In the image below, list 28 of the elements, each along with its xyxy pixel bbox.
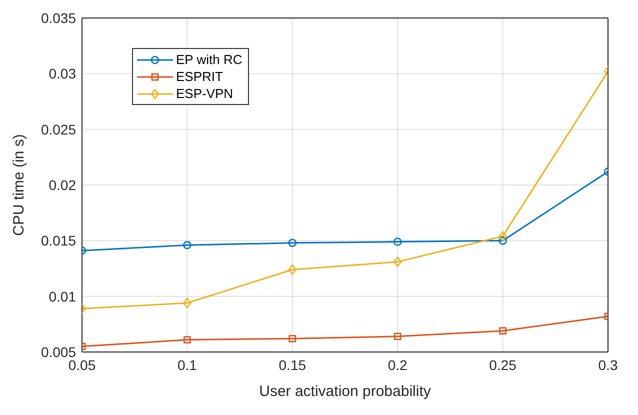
y-tick-label: 0.025 xyxy=(40,121,76,138)
point xyxy=(184,336,191,344)
y-tick-label: 0.03 xyxy=(48,66,76,82)
point xyxy=(288,264,297,275)
x-tick-label: 0.2 xyxy=(388,356,408,373)
point xyxy=(394,332,402,340)
x-axis-title: User activation probability xyxy=(259,383,432,400)
point xyxy=(393,238,402,246)
x-tick-label: 0.3 xyxy=(598,356,618,373)
legend-label: ESPRIT xyxy=(176,69,223,84)
x-tick-label: 0.1 xyxy=(177,356,198,373)
point xyxy=(183,240,192,250)
y-tick-label: 0.01 xyxy=(48,288,76,304)
point xyxy=(288,238,297,248)
point xyxy=(498,236,507,245)
point xyxy=(288,334,296,342)
legend-label: EP with RC xyxy=(176,52,242,67)
point xyxy=(499,327,506,334)
x-tick-label: 0.25 xyxy=(489,356,517,373)
y-axis-title: CPU time (in s) xyxy=(10,134,28,236)
legend-label: ESP-VPN xyxy=(176,86,234,101)
point xyxy=(498,231,507,242)
y-tick-label: 0.02 xyxy=(48,176,76,193)
y-tick-label: 0.035 xyxy=(40,10,76,26)
point xyxy=(183,298,192,308)
point xyxy=(393,256,402,267)
x-tick-label: 0.15 xyxy=(278,356,306,373)
y-tick-label: 0.015 xyxy=(40,232,76,249)
